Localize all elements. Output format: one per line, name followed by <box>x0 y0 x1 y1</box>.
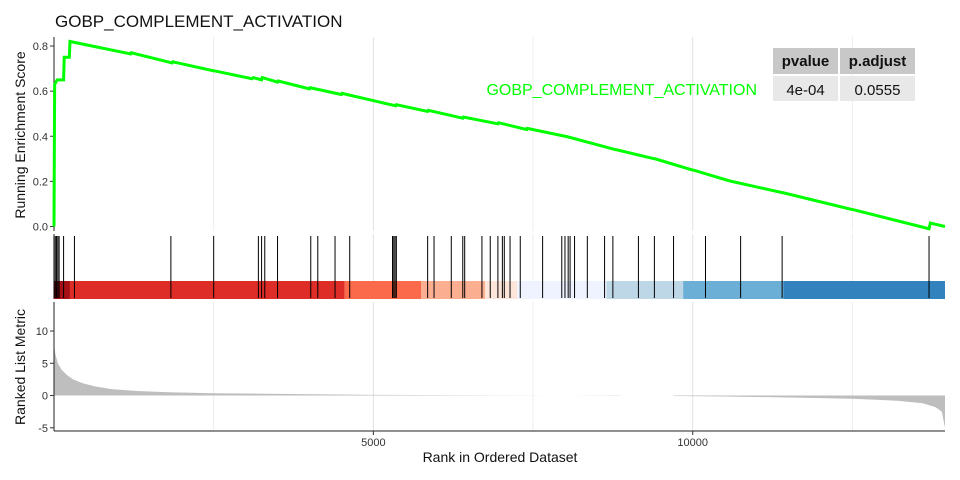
gene-set-label: GOBP_COMPLEMENT_ACTIVATION <box>486 82 757 99</box>
table-cell-pvalue: 4e-04 <box>786 82 824 99</box>
bottom-panel: -5 0 5 10 5000 10000 Ranked List Metric Rank… <box>12 302 945 465</box>
rank-band <box>683 281 784 299</box>
x-axis-title: Rank in Ordered Dataset <box>423 449 578 465</box>
table-cell-padjust: 0.0555 <box>855 82 901 99</box>
gene-hit-ticks <box>53 236 930 298</box>
table-header-cell-bg <box>840 48 915 74</box>
running-es-line <box>52 39 946 231</box>
top-y-tick-label: 0.0 <box>33 221 48 233</box>
rank-band <box>421 281 486 299</box>
top-gridlines <box>213 37 853 231</box>
hits-panel <box>53 234 945 299</box>
x-ticks: 5000 10000 <box>361 431 708 449</box>
bottom-y-ticks: -5 0 5 10 <box>36 326 54 435</box>
rank-band <box>485 281 518 299</box>
top-y-tick-label: 0.8 <box>33 41 48 53</box>
table-header-cell-bg <box>773 48 838 74</box>
top-y-axis-title: Running Enrichment Score <box>12 51 28 219</box>
x-tick-label: 10000 <box>677 437 708 449</box>
top-y-tick-label: 0.2 <box>33 176 48 188</box>
table-body-cell-bg <box>773 76 838 101</box>
top-y-tick-label: 0.4 <box>33 131 48 143</box>
stats-table: pvalue p.adjust 4e-04 0.0555 <box>773 48 915 101</box>
rank-band <box>344 281 422 299</box>
bottom-y-tick-label: 10 <box>36 326 48 338</box>
rank-band <box>783 281 945 299</box>
bottom-gridlines <box>213 302 853 431</box>
top-panel: 0.0 0.2 0.4 0.6 0.8 GOBP_COMPLEMENT_ACTIVATI… <box>12 37 946 233</box>
bottom-y-tick-label: -5 <box>38 423 48 435</box>
bottom-y-tick-label: 0 <box>42 391 48 403</box>
ranked-metric-area <box>54 343 945 428</box>
rank-band <box>69 281 345 299</box>
table-header-padjust: p.adjust <box>849 53 907 70</box>
bottom-y-tick-label: 5 <box>42 358 48 370</box>
bottom-y-axis-title: Ranked List Metric <box>12 309 28 425</box>
chart-title: GOBP_COMPLEMENT_ACTIVATION <box>55 12 342 31</box>
top-y-tick-label: 0.6 <box>33 86 48 98</box>
x-tick-label: 5000 <box>361 437 385 449</box>
rank-color-bar <box>54 281 945 299</box>
table-header-pvalue: pvalue <box>782 53 830 70</box>
rank-band <box>606 281 684 299</box>
table-body-cell-bg <box>840 76 915 101</box>
top-y-ticks: 0.0 0.2 0.4 0.6 0.8 <box>33 41 54 233</box>
